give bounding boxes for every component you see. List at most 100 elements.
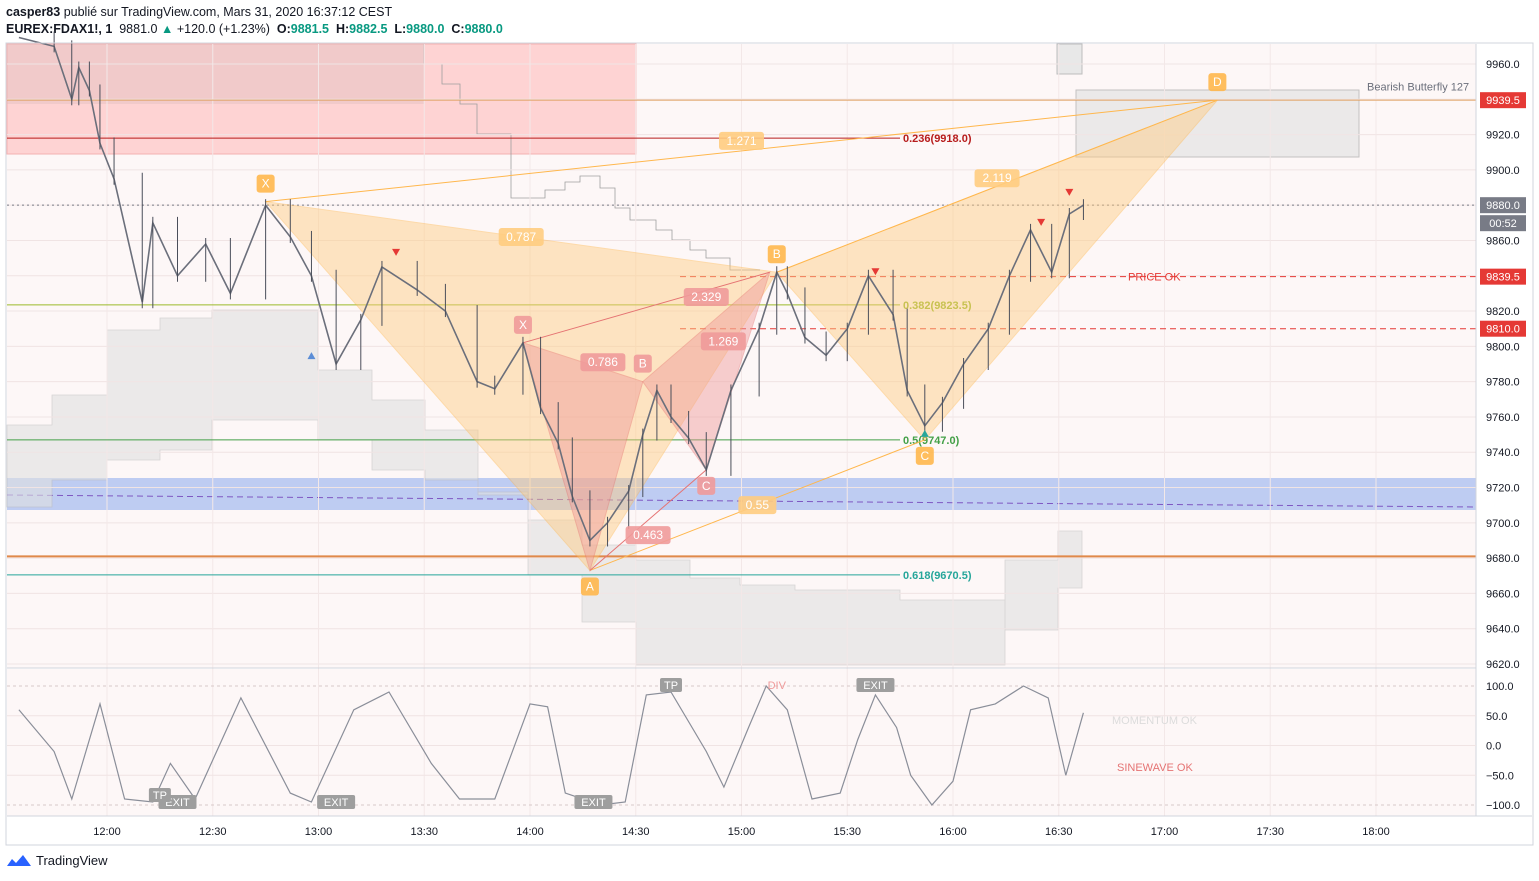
osc-tag xyxy=(148,788,171,802)
signal-arrow-icon xyxy=(920,429,929,437)
small-point-c xyxy=(697,476,716,495)
high-value: 9882.5 xyxy=(349,22,388,36)
time-tick-label: 12:00 xyxy=(93,826,121,838)
time-tick-label: 15:30 xyxy=(833,826,861,838)
osc-tick-label: 100.0 xyxy=(1486,681,1514,693)
price-tick-label: 9700.0 xyxy=(1486,518,1520,530)
ratio-label-text: 0.787 xyxy=(506,230,536,244)
close-label: C: xyxy=(451,22,465,36)
small-point-b-text: B xyxy=(639,357,647,371)
time-tick-label: 17:30 xyxy=(1256,826,1284,838)
signal-arrow-icon xyxy=(1037,218,1046,226)
ratio-label xyxy=(974,169,1020,188)
pattern-diagonal xyxy=(265,99,1218,203)
signal-arrow-icon xyxy=(307,352,316,360)
osc-tag-text: EXIT xyxy=(581,797,606,809)
level-label: 0.618(9670.5) xyxy=(903,570,972,582)
ratio-label-text: 1.271 xyxy=(726,134,756,148)
ratio-label-text: 2.329 xyxy=(691,290,721,304)
ratio-label xyxy=(700,332,746,351)
signal-arrow-icon xyxy=(871,268,880,276)
last-price: 9881.0 xyxy=(119,22,158,36)
signal-arrow-icon xyxy=(392,248,401,256)
osc-tag xyxy=(574,795,613,809)
publish-date: publié sur TradingView.com, Mars 31, 202… xyxy=(60,5,393,19)
price-change: +120.0 (+1.23%) xyxy=(176,22,270,36)
pattern-labels: X A B C D X B C 1.271 0.787 2.119 1.269 0.786 2.329 0.… xyxy=(256,73,1469,596)
chart-header: casper83 publié sur TradingView.com, Mar… xyxy=(6,4,503,38)
small-point-c-text: C xyxy=(702,479,711,493)
price-axis[interactable]: 9960.09940.09920.09900.09880.09860.09840… xyxy=(1486,59,1520,671)
oscillator-line xyxy=(18,684,1084,806)
price-badge xyxy=(1480,268,1526,285)
ratio-label-text: 2.119 xyxy=(982,171,1011,185)
brand-name[interactable]: TradingView xyxy=(36,853,108,868)
resistance-zone-inner xyxy=(7,44,424,104)
tradingview-logo-icon xyxy=(7,854,31,866)
ratio-label-text: 0.55 xyxy=(746,498,770,512)
price-tick-label: 9960.0 xyxy=(1486,59,1520,71)
price-tick-label: 9900.0 xyxy=(1486,165,1520,177)
signal-arrow-icon xyxy=(1065,188,1074,196)
osc-tag xyxy=(660,678,682,692)
pattern-point-c-text: C xyxy=(920,449,929,463)
time-tick-label: 14:30 xyxy=(622,826,650,838)
level-label: 0.5(9747.0) xyxy=(903,435,960,447)
ratio-label-text: 1.269 xyxy=(708,334,738,348)
price-badge xyxy=(1480,320,1526,337)
price-tick-label: 9800.0 xyxy=(1486,341,1520,353)
pattern-point-a xyxy=(580,577,599,596)
pattern-point-b xyxy=(767,245,786,264)
target-zone xyxy=(1075,89,1360,158)
ratio-label-text: 0.786 xyxy=(588,355,618,369)
countdown-text: 00:52 xyxy=(1489,218,1517,230)
time-tick-label: 14:00 xyxy=(516,826,544,838)
price-tick-label: 9720.0 xyxy=(1486,483,1520,495)
lagging-line xyxy=(423,44,760,271)
price-tick-label: 9640.0 xyxy=(1486,624,1520,636)
ratio-label xyxy=(683,287,729,306)
osc-tick-label: 50.0 xyxy=(1486,711,1507,723)
price-tick-label: 9620.0 xyxy=(1486,659,1520,671)
author-name[interactable]: casper83 xyxy=(6,5,61,19)
price-badge xyxy=(1480,92,1526,109)
time-tick-label: 17:00 xyxy=(1151,826,1179,838)
price-tick-label: 9860.0 xyxy=(1486,235,1520,247)
up-arrow-icon: ▲ xyxy=(160,22,174,36)
price-tick-label: 9820.0 xyxy=(1486,306,1520,318)
pattern-point-d-text: D xyxy=(1213,75,1222,89)
time-axis[interactable]: 12:00 12:30 13:00 13:30 14:00 14:30 15:00 15:30… xyxy=(93,826,1390,838)
close-value: 9880.0 xyxy=(464,22,503,36)
osc-tag-text: TP xyxy=(664,680,678,692)
osc-tag-text: DIV xyxy=(768,680,787,692)
osc-tag-text: TP xyxy=(153,790,167,802)
price-tick-label: 9780.0 xyxy=(1486,377,1520,389)
price-badges: 9939.5 9880.0 9839.5 9810.0 00:52 xyxy=(1480,92,1526,337)
time-tick-label: 13:30 xyxy=(410,826,438,838)
price-badge-text: 9839.5 xyxy=(1486,272,1520,284)
pattern-point-c xyxy=(915,446,934,465)
symbol-name[interactable]: EUREX:FDAX1!, 1 xyxy=(6,22,113,36)
grid-lines xyxy=(7,44,1476,816)
oscillator-axis[interactable]: 100.0 50.0 0.0 −50.0 −100.0 xyxy=(1486,681,1520,812)
ratio-label xyxy=(498,227,544,246)
price-tick-label: 9760.0 xyxy=(1486,412,1520,424)
top-cloud xyxy=(1056,43,1083,75)
ratio-label xyxy=(719,131,764,150)
pattern-point-x-text: X xyxy=(262,177,270,191)
small-pattern-diagonal xyxy=(522,271,770,344)
chart-border xyxy=(5,42,1534,846)
publish-info: casper83 publié sur TradingView.com, Mar… xyxy=(6,4,503,21)
osc-tag xyxy=(856,678,895,692)
price-badge xyxy=(1480,197,1526,214)
small-pattern-diagonal xyxy=(589,469,707,571)
time-tick-label: 18:00 xyxy=(1362,826,1390,838)
time-tick-label: 16:00 xyxy=(939,826,967,838)
footer: TradingView xyxy=(6,853,108,868)
countdown-badge xyxy=(1480,215,1526,232)
small-point-x xyxy=(513,315,532,334)
price-badge-text: 9880.0 xyxy=(1486,200,1520,212)
ratio-label-text: 0.463 xyxy=(633,528,663,542)
